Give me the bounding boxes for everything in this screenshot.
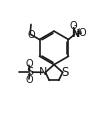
Text: O: O xyxy=(79,28,86,38)
Text: S: S xyxy=(27,67,34,77)
Text: O: O xyxy=(27,30,35,40)
Text: O: O xyxy=(69,21,77,31)
Text: O: O xyxy=(25,75,33,85)
Text: O: O xyxy=(25,59,33,69)
Text: -: - xyxy=(73,20,77,30)
Text: N: N xyxy=(38,67,47,77)
Text: S: S xyxy=(62,66,69,79)
Text: +: + xyxy=(75,27,81,36)
Text: N: N xyxy=(71,29,80,39)
